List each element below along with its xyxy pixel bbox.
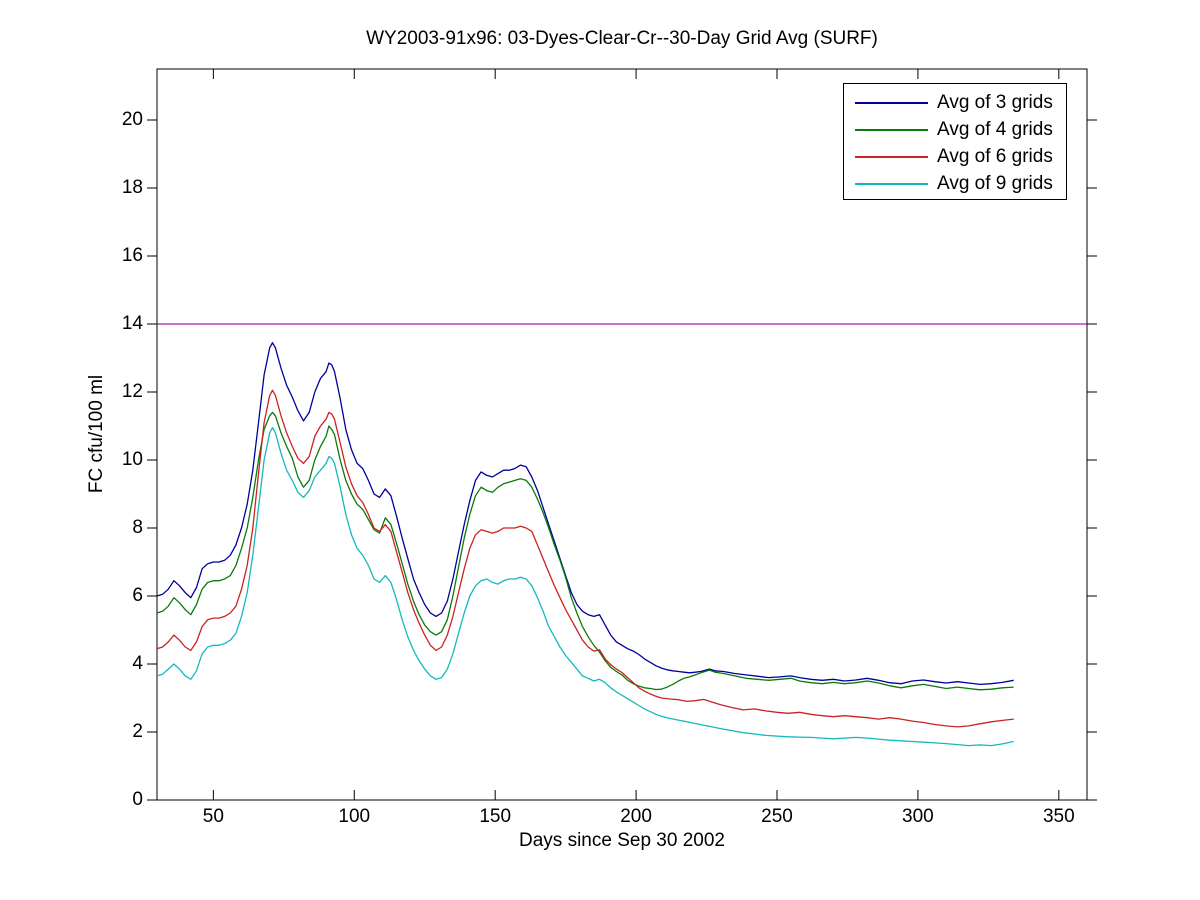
legend-line-sample <box>855 128 928 131</box>
legend-line-sample <box>855 101 928 104</box>
x-tick-label: 350 <box>1042 806 1075 827</box>
y-tick-label: 0 <box>132 789 143 810</box>
legend-item-2: Avg of 6 grids <box>844 143 1066 170</box>
legend-item-0: Avg of 3 grids <box>844 89 1066 116</box>
chart-title: WY2003-91x96: 03-Dyes-Clear-Cr--30-Day G… <box>366 28 878 49</box>
y-tick-label: 12 <box>121 381 143 402</box>
legend: Avg of 3 grids Avg of 4 grids Avg of 6 gri… <box>843 83 1067 200</box>
legend-item-3: Avg of 9 grids <box>844 170 1066 197</box>
legend-line-sample <box>855 155 928 158</box>
legend-label: Avg of 6 grids <box>937 145 1053 167</box>
legend-label: Avg of 3 grids <box>937 91 1053 113</box>
y-tick-label: 16 <box>121 245 143 266</box>
series-line-3 <box>156 427 1014 747</box>
legend-line-sample <box>855 182 928 185</box>
x-axis-label: Days since Sep 30 2002 <box>519 830 725 851</box>
x-tick-label: 50 <box>202 806 224 827</box>
x-tick-label: 300 <box>902 806 934 827</box>
legend-label: Avg of 4 grids <box>937 118 1053 140</box>
y-tick-label: 10 <box>121 449 143 470</box>
x-tick-label: 100 <box>338 806 371 827</box>
legend-label: Avg of 9 grids <box>937 172 1053 194</box>
legend-item-1: Avg of 4 grids <box>844 116 1066 143</box>
plot-box <box>156 68 1088 801</box>
y-tick-label: 2 <box>132 721 143 742</box>
x-tick-label: 200 <box>620 806 652 827</box>
y-tick-label: 14 <box>121 313 143 334</box>
y-tick-label: 20 <box>121 109 143 130</box>
y-tick-label: 8 <box>132 517 143 538</box>
y-tick-label: 18 <box>121 177 143 198</box>
series-line-0 <box>156 342 1014 686</box>
series-line-1 <box>156 411 1014 691</box>
y-tick-label: 4 <box>132 653 143 674</box>
x-tick-label: 150 <box>479 806 512 827</box>
series-line-2 <box>156 389 1014 728</box>
x-tick-label: 250 <box>761 806 793 827</box>
y-tick-label: 6 <box>132 585 143 606</box>
